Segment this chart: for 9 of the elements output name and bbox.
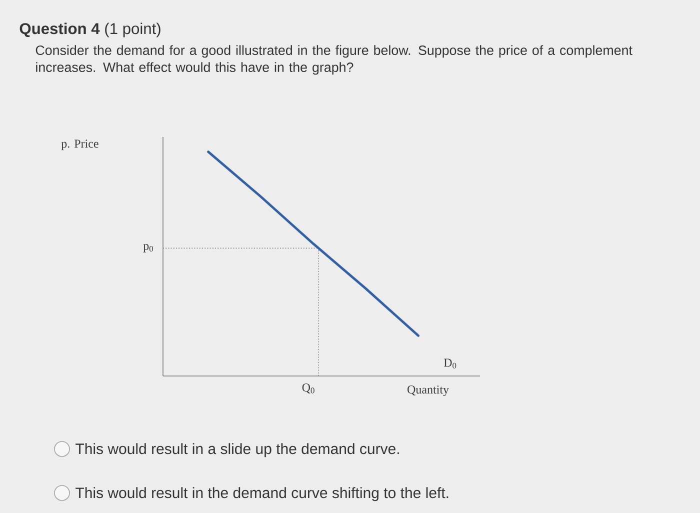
- chart-subtitle: Consider the demand for a good illustrated in the figure below. Suppose the price of a complement increases. What effect would this have in the graph?: [36, 45, 632, 75]
- text: D$_{0}$: [444, 358, 456, 369]
- ref-line-label: p$_{0}$: [143, 244, 153, 252]
- text: Q$_{0}$: [302, 384, 314, 394]
- chart-title: Question 4 (1 point): [20, 22, 160, 38]
- x-axis-title: Quantity: [408, 386, 449, 396]
- text: p. Price: [61, 140, 98, 150]
- text: This would result in a slide up the demand curve.: [76, 443, 399, 458]
- text: This would result in the demand curve shifting to the left.: [76, 487, 448, 502]
